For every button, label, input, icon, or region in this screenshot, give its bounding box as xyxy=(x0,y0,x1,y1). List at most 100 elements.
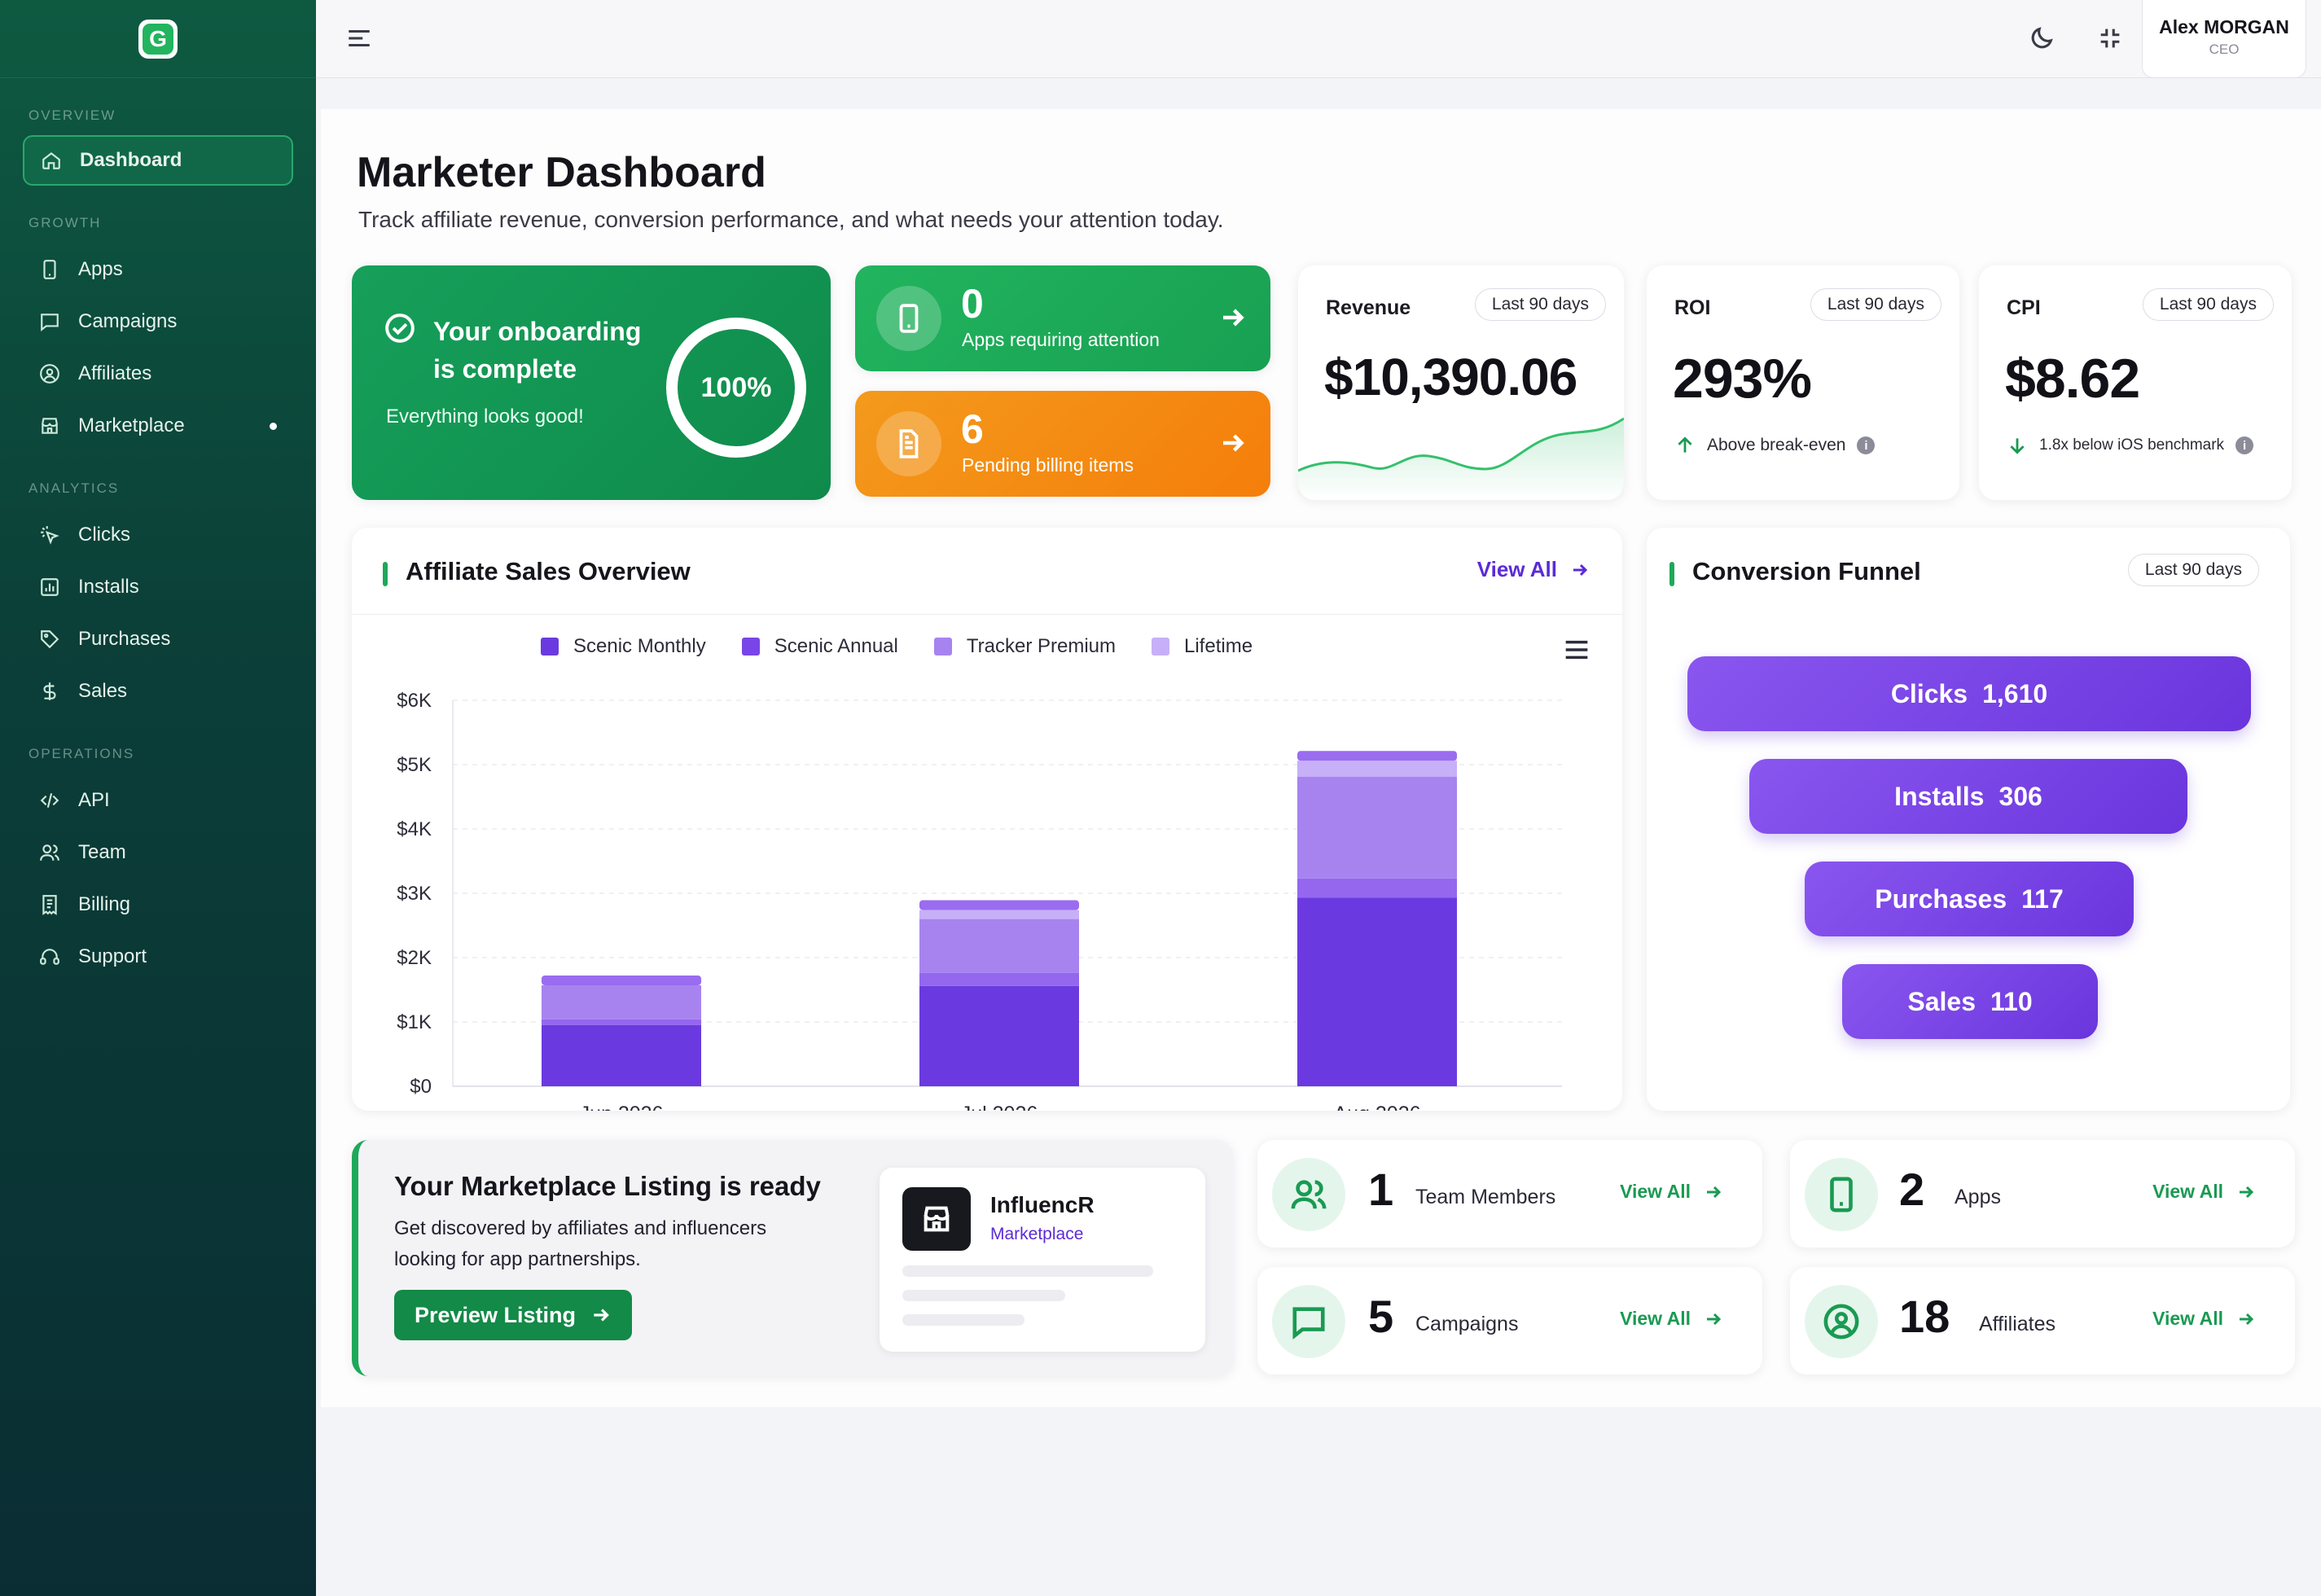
user-menu[interactable]: Alex MORGAN CEO xyxy=(2142,0,2306,78)
arrow-right-icon xyxy=(1573,563,1588,576)
check-circle-icon xyxy=(384,313,415,344)
funnel-step-clicks[interactable]: Clicks 1,610 xyxy=(1687,656,2251,731)
stat-label: Campaigns xyxy=(1415,1313,1519,1335)
y-tick-label: $2K xyxy=(397,947,432,969)
progress-ring: 100% xyxy=(666,318,806,458)
code-icon xyxy=(39,790,60,811)
sidebar-item-team[interactable]: Team xyxy=(23,827,293,878)
info-icon[interactable]: i xyxy=(2235,436,2254,454)
period-pill[interactable]: Last 90 days xyxy=(1810,288,1941,321)
funnel-step-label: Clicks xyxy=(1890,678,1968,708)
sidebar-item-billing[interactable]: Billing xyxy=(23,879,293,930)
period-pill[interactable]: Last 90 days xyxy=(2142,288,2274,321)
chart-menu-icon[interactable] xyxy=(1564,638,1590,661)
marketplace-title: Your Marketplace Listing is ready xyxy=(394,1171,821,1201)
dollar-icon xyxy=(39,681,60,702)
view-all-link[interactable]: View All xyxy=(1620,1308,1723,1330)
section-title: Conversion Funnel xyxy=(1692,557,1921,585)
legend-item[interactable]: Scenic Monthly xyxy=(541,635,706,658)
sidebar-item-campaigns[interactable]: Campaigns xyxy=(23,296,293,347)
info-icon[interactable]: i xyxy=(1857,436,1876,454)
user-role: CEO xyxy=(2209,42,2240,57)
bar-segment[interactable] xyxy=(1297,878,1457,898)
funnel-step-installs[interactable]: Installs 306 xyxy=(1749,759,2187,834)
stat-count: 1 xyxy=(1368,1164,1394,1215)
sidebar-item-support[interactable]: Support xyxy=(23,932,293,982)
view-all-link[interactable]: View All xyxy=(2152,1308,2256,1330)
campaigns-stat-card: 5 Campaigns View All xyxy=(1257,1267,1762,1375)
bar-segment[interactable] xyxy=(542,1024,701,1086)
apps-stat-card: 2 Apps View All xyxy=(1790,1140,2295,1247)
legend-swatch xyxy=(933,638,952,656)
view-all-link[interactable]: View All xyxy=(2152,1181,2256,1203)
sidebar-item-api[interactable]: API xyxy=(23,775,293,826)
arrow-right-icon xyxy=(1707,1313,1722,1325)
sidebar-item-label: API xyxy=(78,789,110,811)
arrow-down-icon xyxy=(2010,438,2025,454)
divider xyxy=(352,614,1622,615)
arrow-right-icon[interactable] xyxy=(1218,303,1248,332)
bar-stack[interactable] xyxy=(919,900,1079,1086)
message-icon xyxy=(39,311,60,332)
stat-count: 5 xyxy=(1368,1291,1394,1342)
legend-label: Scenic Monthly xyxy=(573,635,706,657)
legend-item[interactable]: Tracker Premium xyxy=(933,635,1116,658)
sidebar-item-sales[interactable]: Sales xyxy=(23,666,293,717)
sidebar-item-label: Apps xyxy=(78,258,123,280)
bar-segment[interactable] xyxy=(542,1019,701,1025)
kpi-title: CPI xyxy=(2007,296,2041,319)
y-tick-label: $1K xyxy=(397,1011,432,1033)
team-members-card: 1 Team Members View All xyxy=(1257,1140,1762,1247)
sidebar-item-dashboard[interactable]: Dashboard xyxy=(23,135,293,186)
listing-preview[interactable]: InfluencR Marketplace xyxy=(880,1168,1205,1352)
period-pill[interactable]: Last 90 days xyxy=(1474,288,1606,321)
bar-stack[interactable] xyxy=(542,975,701,1086)
page-subtitle: Track affiliate revenue, conversion perf… xyxy=(358,207,1224,232)
sidebar-item-clicks[interactable]: Clicks xyxy=(23,510,293,560)
funnel-step-sales[interactable]: Sales 110 xyxy=(1842,964,2098,1039)
sidebar-item-installs[interactable]: Installs xyxy=(23,562,293,612)
preview-listing-button[interactable]: Preview Listing xyxy=(394,1290,632,1340)
sidebar-item-affiliates[interactable]: Affiliates xyxy=(23,349,293,399)
funnel-step-label: Purchases xyxy=(1875,884,2007,914)
apps-attention-card[interactable]: 0 Apps requiring attention xyxy=(855,265,1270,371)
bar-segment[interactable] xyxy=(1297,777,1457,879)
bar-top-cap xyxy=(1297,751,1457,761)
view-all-link[interactable]: View All xyxy=(1477,557,1590,582)
funnel-step-purchases[interactable]: Purchases 117 xyxy=(1805,862,2134,936)
bar-segment[interactable] xyxy=(919,919,1079,973)
onboarding-subtitle: Everything looks good! xyxy=(386,406,584,428)
bar-segment[interactable] xyxy=(919,972,1079,986)
funnel-step-label: Sales xyxy=(1907,986,1976,1016)
view-all-link[interactable]: View All xyxy=(1620,1181,1723,1203)
sidebar: G OVERVIEW Dashboard GROWTH Apps Campaig… xyxy=(0,0,316,1596)
arrow-right-icon[interactable] xyxy=(1218,428,1248,458)
bar-segment[interactable] xyxy=(919,910,1079,919)
bar-stack[interactable] xyxy=(1297,751,1457,1086)
section-accent xyxy=(1669,562,1674,586)
sidebar-item-marketplace[interactable]: Marketplace xyxy=(23,401,293,451)
legend-item[interactable]: Lifetime xyxy=(1152,635,1253,658)
bar-segment[interactable] xyxy=(919,985,1079,1086)
sidebar-item-apps[interactable]: Apps xyxy=(23,244,293,295)
bar-segment[interactable] xyxy=(1297,761,1457,778)
nav-section-growth: GROWTH xyxy=(29,215,102,230)
legend-swatch xyxy=(741,638,760,656)
period-pill[interactable]: Last 90 days xyxy=(2127,554,2259,586)
moon-icon[interactable] xyxy=(2028,24,2056,52)
legend-swatch xyxy=(541,638,559,656)
document-icon xyxy=(876,411,941,476)
cpi-note-text: 1.8x below iOS benchmark xyxy=(2039,436,2225,454)
sidebar-item-purchases[interactable]: Purchases xyxy=(23,614,293,664)
collapse-icon[interactable] xyxy=(2096,24,2124,52)
bar-segment[interactable] xyxy=(1297,897,1457,1086)
menu-toggle-icon[interactable] xyxy=(345,24,373,52)
billing-items-card[interactable]: 6 Pending billing items xyxy=(855,391,1270,497)
page-title: Marketer Dashboard xyxy=(357,149,766,196)
bar-segment[interactable] xyxy=(542,984,701,1019)
app-logo[interactable]: G xyxy=(138,19,178,59)
legend-item[interactable]: Scenic Annual xyxy=(741,635,898,658)
arrow-right-icon xyxy=(1707,1186,1722,1198)
user-circle-icon xyxy=(39,363,60,384)
main-content: Marketer Dashboard Track affiliate reven… xyxy=(321,109,2321,1407)
